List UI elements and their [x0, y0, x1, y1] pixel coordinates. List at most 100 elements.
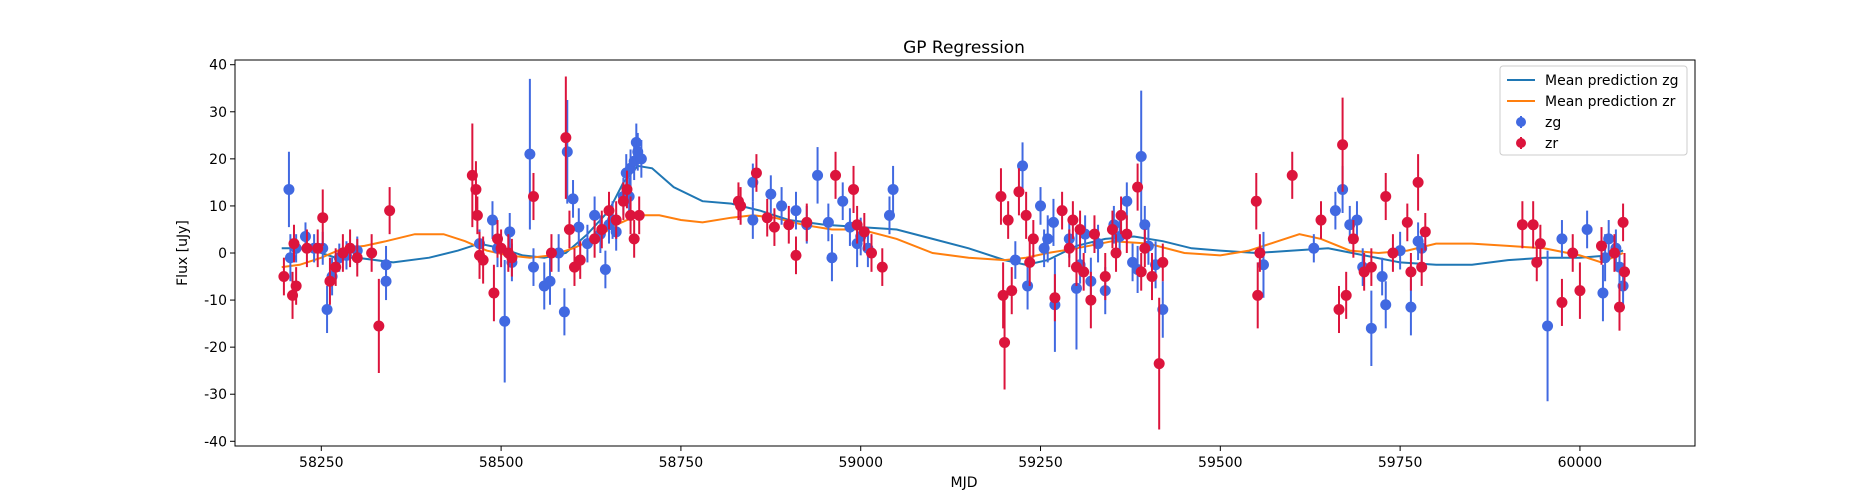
legend-marker-swatch: [1516, 117, 1526, 127]
datapoint-zr: [589, 220, 601, 258]
marker: [317, 212, 329, 224]
marker: [380, 275, 392, 287]
marker: [1581, 223, 1593, 235]
marker: [1347, 233, 1359, 245]
y-tick-label: -10: [204, 293, 227, 309]
legend-item-mean-prediction-zr: Mean prediction zr: [1507, 94, 1676, 110]
marker: [1405, 266, 1417, 278]
datapoint-zg: [504, 212, 516, 251]
marker: [1315, 214, 1327, 226]
marker: [790, 249, 802, 261]
marker: [851, 219, 863, 231]
datapoint-zr: [1013, 168, 1025, 216]
datapoint-zr: [1135, 253, 1147, 291]
marker: [776, 200, 788, 212]
legend-label: Mean prediction zr: [1545, 94, 1676, 110]
datapoint-zr: [1157, 243, 1169, 282]
datapoint-zg: [1329, 191, 1341, 230]
marker: [783, 219, 795, 231]
datapoint-zr: [1254, 234, 1266, 272]
marker: [324, 275, 336, 287]
marker: [574, 254, 586, 266]
datapoint-zr: [1250, 172, 1262, 230]
marker: [470, 183, 482, 195]
datapoint-zr: [621, 170, 633, 209]
marker: [312, 242, 324, 254]
datapoint-zr: [1002, 201, 1014, 239]
marker: [1056, 205, 1068, 217]
datapoint-zr: [290, 267, 302, 305]
datapoint-zr: [1574, 262, 1586, 319]
marker: [1337, 139, 1349, 151]
marker: [1534, 238, 1546, 250]
datapoint-zg: [486, 201, 498, 239]
marker: [1006, 285, 1018, 297]
marker: [1542, 320, 1554, 332]
marker: [351, 252, 363, 264]
marker: [747, 214, 759, 226]
datapoint-zr: [866, 234, 878, 272]
datapoint-zr: [563, 210, 575, 249]
marker: [488, 287, 500, 299]
marker: [560, 132, 572, 144]
marker: [995, 191, 1007, 203]
marker: [589, 209, 601, 221]
legend-marker-swatch: [1516, 138, 1526, 148]
marker: [288, 238, 300, 250]
datapoint-zr: [324, 257, 336, 305]
datapoint-zg: [837, 182, 849, 221]
datapoint-zr: [1078, 253, 1090, 291]
marker: [1135, 266, 1147, 278]
marker: [366, 247, 378, 259]
legend-item-mean-prediction-zg: Mean prediction zg: [1507, 73, 1679, 89]
marker: [504, 226, 516, 238]
datapoint-zr: [471, 196, 483, 235]
marker: [596, 223, 608, 235]
datapoint-zr: [1024, 238, 1036, 286]
datapoint-zr: [1608, 234, 1620, 272]
datapoint-zg: [1376, 257, 1388, 296]
datapoint-zr: [384, 187, 396, 235]
datapoint-zr: [488, 264, 500, 322]
datapoint-zr: [373, 278, 385, 374]
datapoint-zg: [1581, 210, 1593, 249]
marker: [527, 191, 539, 203]
marker: [1020, 209, 1032, 221]
marker: [1608, 247, 1620, 259]
marker: [735, 200, 747, 212]
datapoint-zg: [747, 201, 759, 239]
marker: [321, 303, 333, 315]
datapoint-zr: [735, 187, 747, 225]
marker: [621, 183, 633, 195]
datapoint-zr: [999, 295, 1011, 390]
datapoint-zg: [635, 140, 647, 178]
marker: [558, 306, 570, 318]
marker: [524, 148, 536, 160]
legend-item-zr: zr: [1516, 136, 1558, 152]
marker: [625, 209, 637, 221]
marker: [1153, 358, 1165, 370]
datapoint-zr: [1405, 253, 1417, 291]
marker: [1067, 214, 1079, 226]
datapoint-zr: [633, 196, 645, 235]
datapoint-zg: [1380, 281, 1392, 329]
datapoint-zr: [610, 201, 622, 239]
datapoint-zr: [1056, 191, 1068, 230]
datapoint-zr: [1567, 234, 1579, 272]
datapoint-zr: [1347, 220, 1359, 258]
datapoint-zg: [1308, 234, 1320, 263]
datapoint-zr: [625, 196, 637, 235]
datapoint-zg: [1121, 182, 1133, 221]
marker: [1574, 285, 1586, 297]
marker: [858, 226, 870, 238]
datapoint-zg: [567, 180, 579, 218]
datapoint-zr: [351, 238, 363, 277]
marker: [1132, 181, 1144, 193]
legend-box: [1499, 65, 1688, 156]
datapoint-zg: [812, 147, 824, 204]
marker: [1401, 216, 1413, 228]
chart-title: GP Regression: [903, 38, 1025, 58]
datapoint-zr: [312, 229, 324, 268]
datapoint-zr: [301, 229, 313, 268]
datapoint-zg: [826, 234, 838, 282]
